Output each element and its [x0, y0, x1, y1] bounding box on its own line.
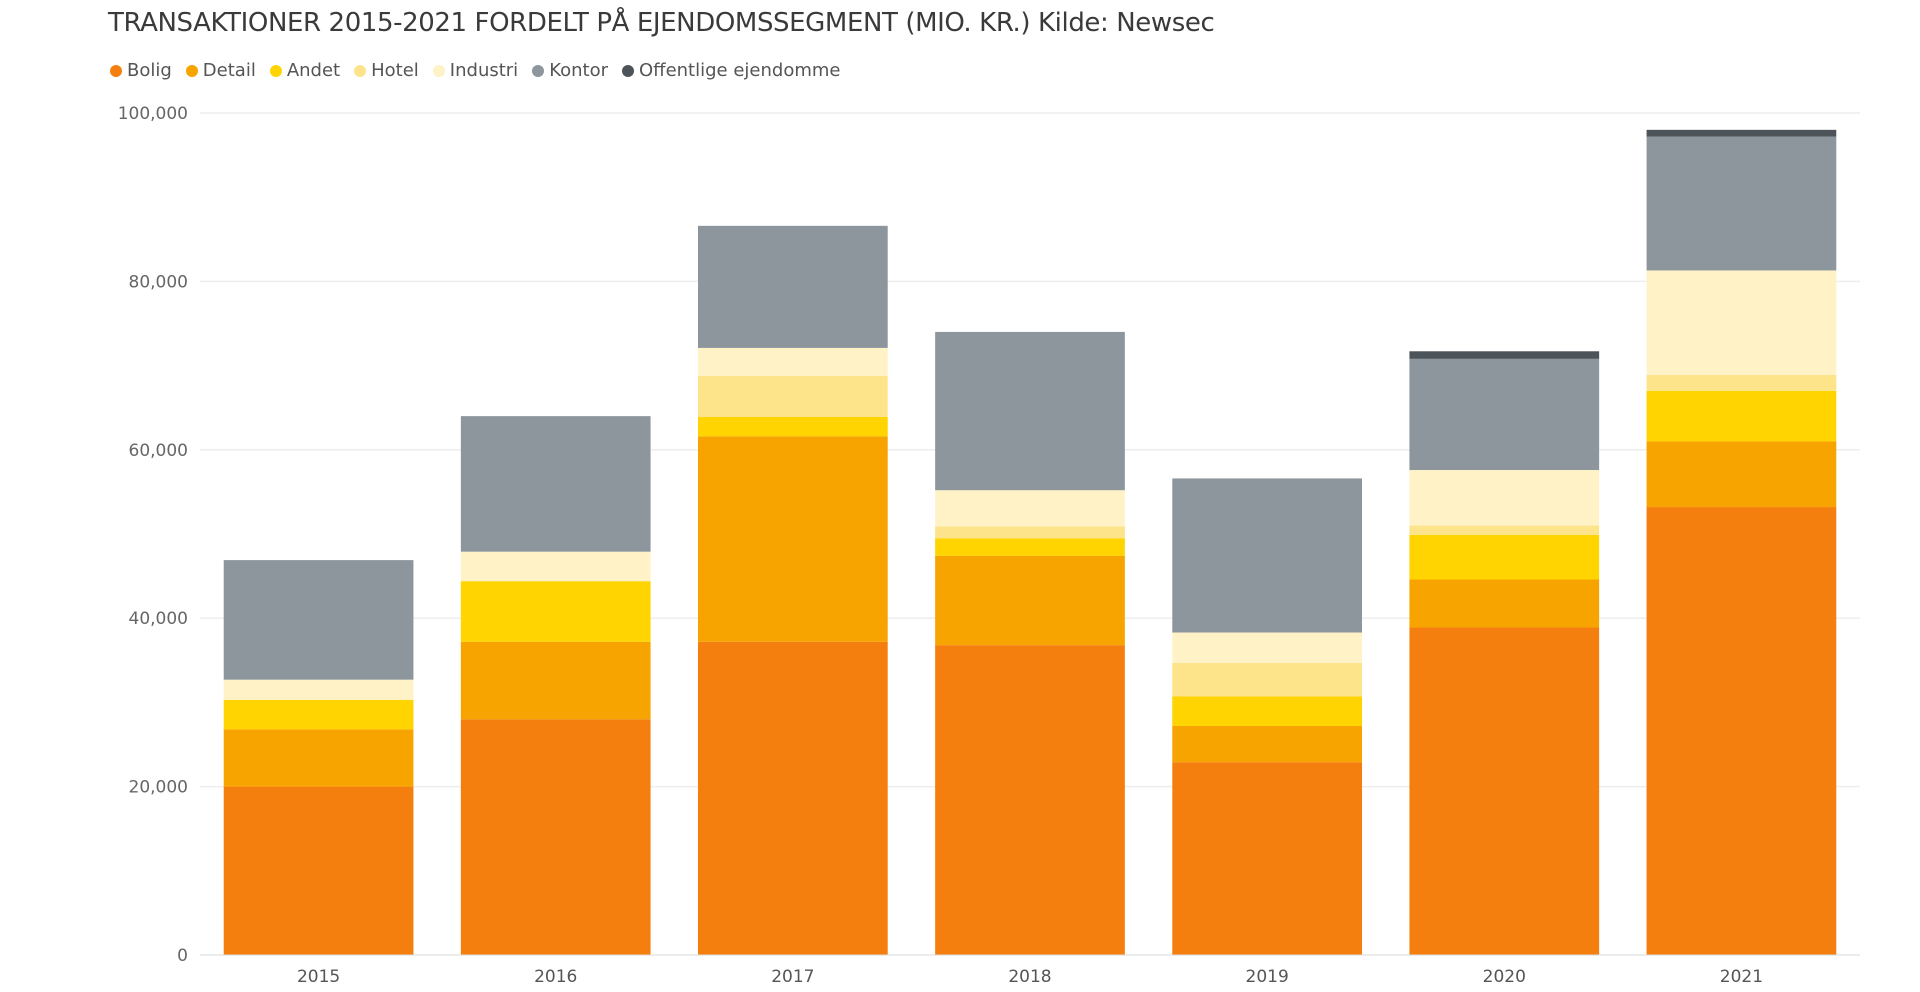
y-tick-label: 60,000 [129, 441, 188, 461]
bar-segment-andet-2016[interactable] [460, 581, 651, 642]
y-tick-label: 0 [177, 946, 188, 966]
x-tick-label: 2019 [1246, 967, 1289, 987]
bar-segment-kontor-2021[interactable] [1646, 136, 1837, 271]
bar-segment-andet-2015[interactable] [223, 699, 414, 730]
legend-swatch [622, 64, 634, 77]
bar-segment-industri-2016[interactable] [460, 551, 651, 582]
bar-segment-hotel-2017[interactable] [698, 375, 888, 417]
bar-segment-kontor-2019[interactable] [1172, 478, 1362, 633]
x-tick-label: 2016 [534, 967, 577, 987]
legend-label: Hotel [371, 60, 419, 81]
x-tick-label: 2021 [1720, 967, 1763, 987]
x-tick-label: 2015 [297, 967, 340, 987]
x-tick-label: 2020 [1483, 967, 1526, 987]
bar-segment-industri-2017[interactable] [698, 347, 888, 376]
bar-segment-kontor-2018[interactable] [935, 331, 1125, 491]
bar-segment-detail-2018[interactable] [935, 555, 1125, 646]
bar-segment-bolig-2018[interactable] [935, 645, 1125, 955]
legend-item-kontor[interactable]: Kontor [532, 60, 608, 81]
bar-segment-detail-2015[interactable] [223, 729, 414, 787]
bar-segment-kontor-2017[interactable] [698, 225, 888, 348]
bar-segment-industri-2019[interactable] [1172, 632, 1362, 663]
legend: Bolig Detail Andet Hotel Industri Kontor Offen… [110, 60, 854, 81]
bar-segment-offentlige-ejendomme-2020[interactable] [1409, 351, 1600, 359]
bar-segment-andet-2021[interactable] [1646, 390, 1837, 442]
bar-segment-andet-2019[interactable] [1172, 696, 1362, 726]
legend-swatch [269, 64, 282, 77]
bar-segment-detail-2019[interactable] [1172, 725, 1362, 763]
bar-segment-industri-2015[interactable] [223, 679, 414, 700]
legend-item-hotel[interactable]: Hotel [354, 60, 419, 81]
legend-swatch [185, 64, 198, 77]
bar-segment-bolig-2020[interactable] [1409, 627, 1600, 955]
bar-segment-industri-2018[interactable] [935, 490, 1125, 527]
bar-segment-detail-2017[interactable] [698, 436, 888, 642]
bar-segment-andet-2017[interactable] [698, 416, 888, 437]
legend-item-industri[interactable]: Industri [432, 60, 519, 81]
legend-label: Detail [202, 60, 256, 81]
bar-segment-detail-2021[interactable] [1646, 441, 1837, 508]
legend-item-andet[interactable]: Andet [269, 60, 341, 81]
bar-segment-kontor-2016[interactable] [460, 416, 651, 552]
x-tick-label: 2018 [1008, 967, 1051, 987]
bar-segment-kontor-2020[interactable] [1409, 358, 1600, 471]
y-tick-label: 40,000 [129, 609, 188, 629]
legend-label: Bolig [127, 60, 172, 81]
legend-item-bolig[interactable]: Bolig [110, 60, 172, 81]
bar-segment-hotel-2018[interactable] [935, 526, 1125, 539]
bar-segment-bolig-2015[interactable] [223, 786, 414, 955]
bar-segment-industri-2021[interactable] [1646, 270, 1837, 375]
bar-segment-hotel-2020[interactable] [1409, 525, 1600, 535]
bar-segment-detail-2020[interactable] [1409, 579, 1600, 628]
bar-segment-bolig-2017[interactable] [698, 641, 888, 955]
legend-label: Industri [449, 60, 519, 81]
bar-segment-offentlige-ejendomme-2021[interactable] [1646, 129, 1837, 137]
bar-segment-industri-2020[interactable] [1409, 470, 1600, 526]
y-tick-label: 20,000 [129, 778, 188, 798]
x-tick-label: 2017 [771, 967, 814, 987]
bar-segment-hotel-2019[interactable] [1172, 662, 1362, 697]
bar-segment-andet-2020[interactable] [1409, 534, 1600, 580]
legend-swatch [532, 64, 545, 77]
legend-swatch [354, 64, 367, 77]
chart-title: TRANSAKTIONER 2015-2021 FORDELT PÅ EJEND… [108, 8, 1215, 38]
legend-label: Andet [286, 60, 341, 81]
bar-segment-andet-2018[interactable] [935, 538, 1125, 556]
legend-swatch [432, 64, 445, 77]
legend-swatch [110, 64, 122, 77]
bar-segment-kontor-2015[interactable] [223, 560, 414, 680]
legend-item-detail[interactable]: Detail [185, 60, 256, 81]
y-tick-label: 100,000 [118, 104, 188, 124]
bar-segment-hotel-2021[interactable] [1646, 374, 1837, 391]
legend-item-offentlige-ejendomme[interactable]: Offentlige ejendomme [622, 60, 840, 81]
y-tick-label: 80,000 [129, 272, 188, 292]
bar-segment-bolig-2021[interactable] [1646, 507, 1837, 955]
bar-segment-bolig-2019[interactable] [1172, 762, 1362, 955]
legend-label: Offentlige ejendomme [639, 60, 841, 81]
bar-segment-detail-2016[interactable] [460, 641, 651, 720]
legend-label: Kontor [549, 60, 608, 81]
bar-segment-bolig-2016[interactable] [460, 719, 651, 955]
